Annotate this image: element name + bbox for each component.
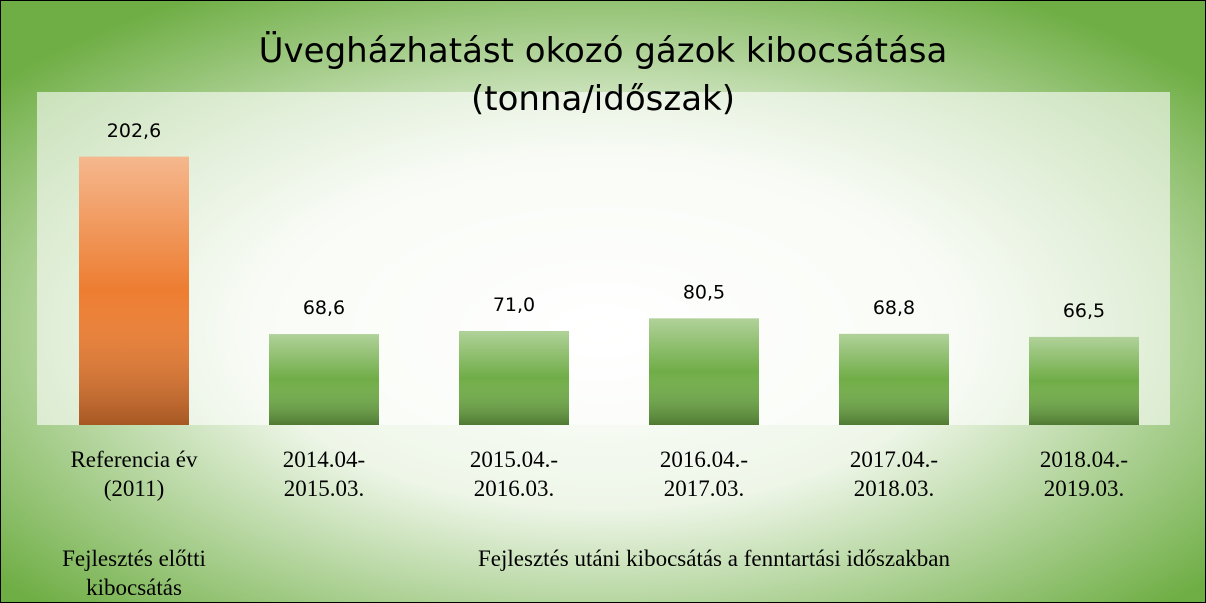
x-tick-label: 2018.04.-2019.03. — [1040, 447, 1128, 501]
bar-shading — [459, 330, 569, 425]
x-tick-label: 2017.04.-2018.03. — [850, 447, 938, 501]
group-label: Fejlesztés utáni kibocsátás a fenntartás… — [478, 546, 950, 571]
group-label: Fejlesztés előtti kibocsátás — [62, 546, 206, 600]
bar-shading — [1029, 336, 1139, 425]
x-tick-label: 2014.04-2015.03. — [283, 447, 365, 501]
bar-shading — [649, 318, 759, 425]
chart-title: Üvegházhatást okozó gázok kibocsátása — [259, 30, 948, 71]
chart-subtitle: (tonna/időszak) — [471, 79, 735, 119]
data-label: 71,0 — [493, 294, 535, 316]
data-label: 68,6 — [303, 297, 345, 319]
x-tick-label: 2016.04.-2017.03. — [660, 447, 748, 501]
x-tick-label: 2015.04.-2016.03. — [470, 447, 558, 501]
x-tick-label: Referencia év (2011) — [70, 447, 198, 501]
data-label: 202,6 — [107, 120, 161, 142]
bar-shading — [839, 333, 949, 425]
data-label: 80,5 — [683, 281, 725, 303]
bar-shading — [79, 156, 189, 425]
data-label: 66,5 — [1063, 300, 1105, 322]
plot-area — [37, 92, 1170, 425]
bar-shading — [269, 334, 379, 425]
data-label: 68,8 — [873, 297, 915, 319]
